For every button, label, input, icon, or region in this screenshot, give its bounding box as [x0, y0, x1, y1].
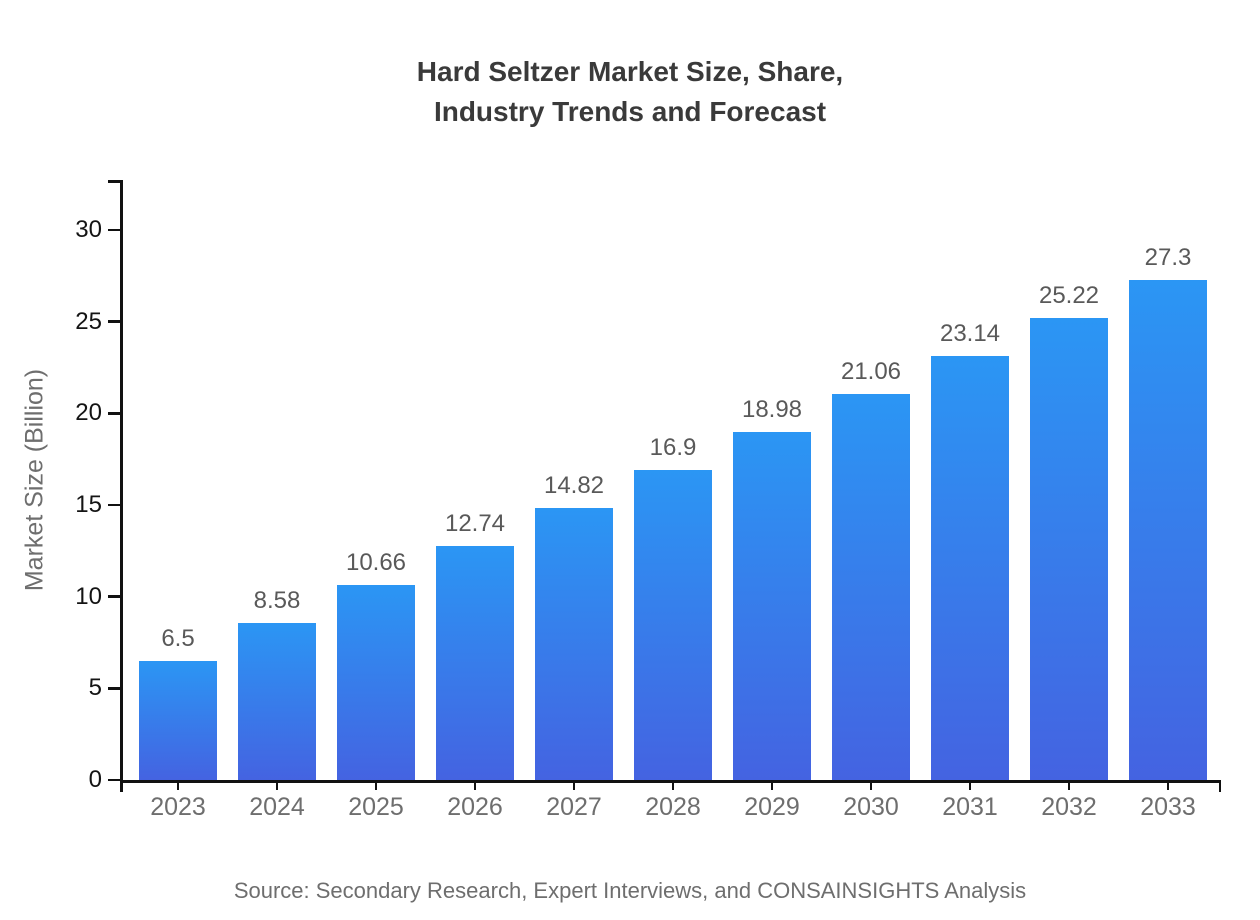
y-tick-label: 5 — [88, 674, 102, 702]
bar — [1129, 279, 1207, 780]
x-tick — [1067, 780, 1071, 790]
bar — [139, 660, 217, 780]
x-tick — [572, 780, 576, 790]
x-tick-label: 2032 — [1041, 793, 1097, 821]
x-tick-label: 2024 — [249, 793, 305, 821]
bar-value-label: 10.66 — [345, 548, 407, 576]
x-tick-label: 2025 — [348, 793, 404, 821]
bar — [931, 355, 1009, 780]
x-axis-right-cap — [1218, 780, 1221, 792]
bar-value-label: 23.14 — [939, 319, 1001, 347]
x-tick-label: 2023 — [150, 793, 206, 821]
bar — [832, 393, 910, 780]
y-tick-label: 15 — [75, 491, 102, 518]
bar — [733, 432, 811, 780]
bar-value-label: 14.82 — [543, 472, 605, 500]
y-tick — [108, 687, 120, 690]
x-tick — [770, 780, 774, 790]
x-tick — [1166, 780, 1170, 790]
x-tick — [176, 780, 180, 790]
y-tick-label: 20 — [75, 399, 102, 427]
bar-value-label: 12.74 — [444, 510, 506, 538]
y-tick — [108, 412, 120, 415]
y-axis-top-cap — [108, 180, 122, 183]
y-tick — [108, 595, 120, 598]
x-tick — [869, 780, 873, 790]
x-tick-label: 2033 — [1140, 793, 1196, 821]
x-tick-label: 2029 — [744, 793, 800, 821]
bar-value-label: 16.9 — [649, 434, 697, 462]
x-tick — [275, 780, 279, 790]
bar-value-label: 27.3 — [1144, 243, 1192, 271]
x-tick — [374, 780, 378, 790]
y-tick-label: 0 — [88, 766, 102, 793]
x-axis-line — [120, 780, 1221, 783]
bar — [1030, 317, 1108, 780]
x-tick — [473, 780, 477, 790]
y-tick-label: 30 — [75, 216, 102, 243]
bar — [337, 584, 415, 780]
source-caption: Source: Secondary Research, Expert Inter… — [233, 878, 1027, 903]
bar — [535, 508, 613, 780]
y-tick — [108, 778, 120, 782]
x-tick-label: 2031 — [942, 793, 998, 821]
chart-title: Hard Seltzer Market Size, Share, Industr… — [416, 56, 844, 127]
bar-value-label: 21.06 — [840, 357, 902, 385]
y-tick-label: 25 — [75, 307, 102, 335]
bar — [634, 470, 712, 780]
bar — [436, 546, 514, 780]
bar-value-label: 8.58 — [253, 586, 301, 614]
x-tick-label: 2030 — [843, 793, 899, 821]
y-tick — [108, 228, 120, 232]
y-axis-line — [120, 180, 123, 792]
x-tick-label: 2026 — [447, 793, 503, 821]
y-tick-label: 10 — [75, 582, 102, 610]
bar-value-label: 18.98 — [741, 396, 803, 424]
y-tick — [108, 503, 120, 507]
bar-value-label: 6.5 — [161, 624, 195, 652]
x-tick — [968, 780, 972, 790]
bar — [238, 622, 316, 780]
bar-value-label: 25.22 — [1038, 281, 1100, 309]
y-tick — [108, 320, 120, 323]
x-tick — [671, 780, 675, 790]
x-tick-label: 2028 — [645, 793, 701, 821]
x-tick-label: 2027 — [546, 793, 602, 821]
